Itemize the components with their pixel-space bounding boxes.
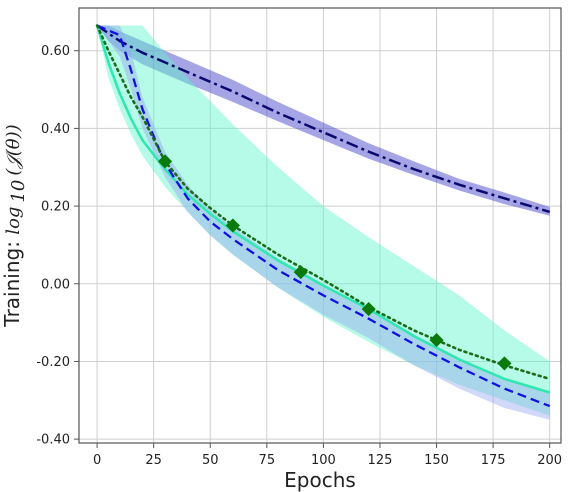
confidence-bands xyxy=(97,25,550,420)
diamond-marker xyxy=(361,301,376,317)
x-tick-label: 200 xyxy=(537,453,562,468)
svg-text:Training: log: Training: log 10 (𝒥(θ)) xyxy=(0,124,29,327)
x-tick-label: 175 xyxy=(481,453,506,468)
y-tick-label: 0.60 xyxy=(41,44,70,59)
y-tick-label: 0.20 xyxy=(41,200,70,215)
x-tick-label: 125 xyxy=(368,453,393,468)
x-axis-label: Epochs xyxy=(284,468,356,492)
series-1-band xyxy=(97,25,550,216)
series-2-band xyxy=(97,25,550,416)
y-axis-label: Training: log 10 (𝒥(θ)) xyxy=(0,124,29,327)
series-markers xyxy=(157,154,512,371)
diamond-marker xyxy=(293,265,308,280)
x-tick-label: 150 xyxy=(424,453,449,468)
series-3-band xyxy=(97,25,550,420)
x-tick-label: 75 xyxy=(259,453,276,468)
y-tick-label: 0.40 xyxy=(41,122,70,137)
y-tick-label: -0.20 xyxy=(36,355,70,370)
series-3-line xyxy=(96,24,551,408)
diamond-marker xyxy=(225,218,240,233)
y-tick-label: 0.00 xyxy=(41,277,70,292)
series-2-line xyxy=(95,25,551,394)
y-axis-label-math: (𝒥(θ)) xyxy=(3,124,24,175)
diamond-marker xyxy=(497,356,512,371)
x-tick-label: 25 xyxy=(145,453,162,468)
x-tick-label: 100 xyxy=(311,453,336,468)
x-ticks: 0 25 50 75 100 125 150 175 200 xyxy=(93,443,562,468)
y-tick-label: -0.40 xyxy=(36,433,70,448)
diamond-marker xyxy=(157,154,173,169)
x-tick-label: 50 xyxy=(202,453,219,468)
diamond-marker xyxy=(429,333,444,348)
y-axis-label-log: log xyxy=(3,207,24,235)
y-ticks: 0.60 0.40 0.20 0.00 -0.20 -0.40 xyxy=(36,44,79,448)
x-tick-label: 0 xyxy=(93,453,101,468)
y-axis-label-prefix: Training: xyxy=(0,235,24,328)
plot-frame xyxy=(78,7,562,444)
y-axis-label-sub: 10 xyxy=(8,180,29,203)
